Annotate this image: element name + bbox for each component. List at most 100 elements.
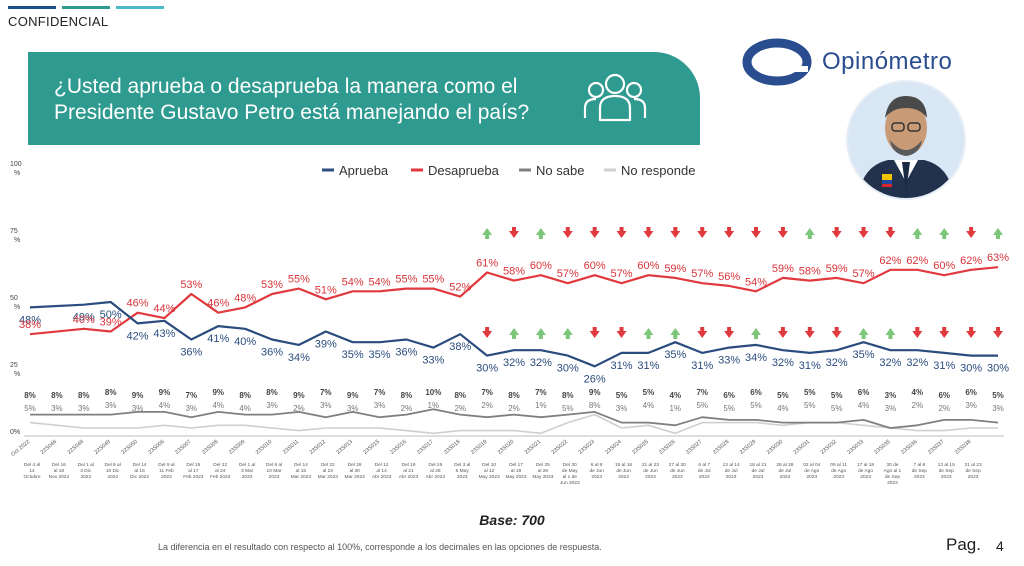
data-label: 3% (266, 401, 278, 410)
data-label: 4% (670, 391, 682, 400)
x-tick-date-line: 11 Feb (159, 468, 174, 474)
top-bar-light (116, 6, 164, 9)
x-tick-date-line: 21 al 23 (965, 462, 982, 468)
x-tick-date-line: 2023 (860, 474, 871, 480)
x-tick-date-line: 6 al 8 (591, 462, 603, 468)
x-tick-date: Del 14 al 16 Dic 2022 (130, 462, 149, 480)
x-tick-date-line: de Jun (616, 468, 631, 474)
data-label: 49% (73, 312, 95, 324)
data-label: 8% (401, 391, 413, 400)
data-label: 3% (374, 401, 386, 410)
data-label: 58% (799, 266, 821, 278)
x-tick-wave-id: 23S024 (604, 439, 622, 456)
x-tick-date: Del 30 de May al 1 de Jun 2023 (560, 462, 580, 486)
x-tick-date-line: 7 al 8 (913, 462, 925, 468)
data-label: 32% (826, 357, 848, 369)
data-label: 33% (718, 355, 740, 367)
data-label: 32% (530, 357, 552, 369)
data-label: 6% (858, 388, 870, 397)
data-label: 2% (293, 404, 305, 413)
x-tick-date-line: Del 14 (294, 462, 308, 468)
x-tick-date: Del 8 al 10 Dic 2022 (105, 462, 121, 480)
data-label: 46% (127, 298, 149, 310)
x-tick-date-line: al 18 (54, 468, 65, 474)
x-tick-wave-id: 23S013 (336, 439, 354, 456)
series-line (29, 300, 998, 368)
data-label: 32% (772, 357, 794, 369)
x-tick-date-line: 15 al 16 (615, 462, 632, 468)
x-tick-date: Del 25 al 26 May 2023 (532, 462, 553, 480)
arrow-up-icon (535, 228, 546, 239)
data-label: 62% (960, 255, 982, 267)
footnote: La diferencia en el resultado con respec… (158, 542, 602, 552)
x-tick-wave-id: 23S035 (873, 439, 891, 456)
y-tick-label-unit: % (14, 304, 20, 311)
data-label: 62% (906, 255, 928, 267)
y-tick-label-unit: % (14, 371, 20, 378)
x-tick-date-line: al 24 (215, 468, 226, 474)
x-tick-date-line: Del 19 (402, 462, 416, 468)
x-tick-wave-id: 23S011 (282, 439, 300, 456)
x-tick-date-line: Nov 2022 (49, 474, 70, 480)
data-label: 3% (78, 404, 90, 413)
x-tick-wave-id: 23S012 (309, 439, 327, 456)
arrow-down-icon (777, 227, 788, 238)
x-tick-date-line: 10 Mar (267, 468, 282, 474)
x-tick-wave-id: 23S010 (255, 439, 273, 456)
x-tick-date: Del 15 al 17 Feb 2023 (183, 462, 204, 480)
x-tick-date-line: de Ago (804, 468, 819, 474)
data-label: 3% (105, 401, 117, 410)
data-label: 34% (745, 352, 767, 364)
data-label: 5% (24, 404, 36, 413)
data-label: 54% (369, 276, 391, 288)
x-tick-date: Del 9 al 11 Feb 2023 (158, 462, 174, 480)
data-label: 9% (589, 388, 601, 397)
y-tick-label-unit: % (14, 237, 20, 244)
arrow-down-icon (751, 227, 761, 238)
data-label: 35% (853, 349, 875, 361)
x-tick-date-line: 17 al 18 (857, 462, 874, 468)
data-label: 48% (234, 292, 256, 304)
data-label: 60% (584, 260, 606, 272)
x-tick-wave-id: 23S023 (578, 439, 596, 456)
x-tick-date-line: al 28 (430, 468, 441, 474)
data-label: 30% (557, 363, 579, 375)
question-text: ¿Usted aprueba o desaprueba la manera co… (54, 75, 530, 124)
x-tick-date-line: Del 12 (375, 462, 389, 468)
x-tick-wave-id: 23S015 (362, 439, 380, 456)
president-portrait (848, 82, 964, 198)
data-label: 2% (401, 404, 413, 413)
x-tick-date: 6 al 8 de Jun 2023 (589, 462, 604, 480)
x-tick-date-line: 21 al 23 (642, 462, 659, 468)
arrow-up-icon (885, 328, 896, 339)
x-tick-date-line: de Ago (831, 468, 846, 474)
x-tick-date-line: 18 al 21 (749, 462, 766, 468)
x-tick-date-line: Mar 2023 (318, 474, 339, 480)
x-tick-date-line: Feb 2023 (210, 474, 231, 480)
x-tick-wave-id: 23S022 (551, 439, 569, 456)
data-label: 57% (853, 268, 875, 280)
people-icon (583, 73, 647, 122)
data-label: 8% (562, 391, 574, 400)
x-tick-date-line: Del 1 al (239, 462, 255, 468)
data-label: 60% (530, 260, 552, 272)
arrow-up-icon (643, 328, 654, 339)
data-label: 9% (293, 391, 305, 400)
data-label: 5% (831, 404, 843, 413)
data-label: 4% (212, 401, 224, 410)
arrow-down-icon (777, 327, 788, 338)
x-tick-date-line: de May (562, 468, 578, 474)
x-tick-date-line: 2023 (914, 474, 925, 480)
arrow-up-icon (939, 228, 950, 239)
data-label: 1% (670, 404, 682, 413)
arrow-down-icon (724, 227, 735, 238)
series-line (30, 408, 999, 429)
x-tick-date-line: 6 al 7 (698, 462, 710, 468)
x-tick-date: Del 1 al 3 Mar 2023 (239, 462, 255, 480)
arrow-down-icon (697, 227, 708, 238)
data-label: 36% (261, 347, 283, 359)
x-tick-wave-id: 23S008 (201, 439, 219, 456)
x-tick-date-line: Del 16 (52, 462, 66, 468)
x-tick-date: Del 22 al 23 Mar 2023 (318, 462, 339, 480)
x-tick-date: 13 al 14 de Jul 2023 (723, 462, 740, 480)
